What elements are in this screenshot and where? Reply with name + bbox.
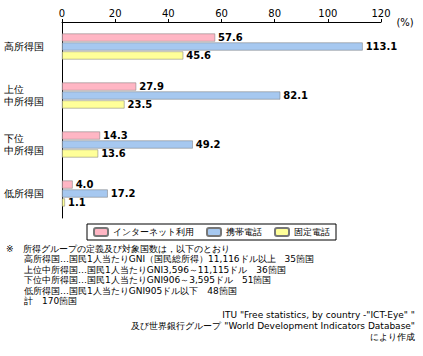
svg-text:82.1: 82.1 xyxy=(283,90,308,101)
svg-text:固定電話: 固定電話 xyxy=(294,227,330,237)
svg-text:携帯電話: 携帯電話 xyxy=(226,227,262,237)
svg-text:(%): (%) xyxy=(396,17,413,28)
svg-text:49.2: 49.2 xyxy=(196,139,221,150)
svg-text:100: 100 xyxy=(318,8,337,19)
svg-text:インターネット利用: インターネット利用 xyxy=(113,227,194,237)
svg-text:113.1: 113.1 xyxy=(366,41,398,52)
svg-text:27.9: 27.9 xyxy=(139,81,164,92)
svg-text:下位: 下位 xyxy=(4,133,24,144)
svg-text:ITU "Free statistics, by count: ITU "Free statistics, by country -"ICT-E… xyxy=(222,310,415,320)
svg-text:及び世界銀行グループ "World Development: 及び世界銀行グループ "World Development Indicators… xyxy=(131,321,415,331)
svg-text:120: 120 xyxy=(371,8,390,19)
svg-text:60: 60 xyxy=(215,8,228,19)
svg-text:高所得国: 高所得国 xyxy=(4,41,44,52)
svg-text:低所得国: 低所得国 xyxy=(4,188,44,199)
svg-text:上位中所得国…国民1人当たりGNI3,596～11,115ド: 上位中所得国…国民1人当たりGNI3,596～11,115ドル 36箇国 xyxy=(6,265,286,275)
svg-text:4.0: 4.0 xyxy=(76,179,94,190)
svg-text:1.1: 1.1 xyxy=(68,197,86,208)
svg-text:20: 20 xyxy=(109,8,122,19)
svg-text:57.6: 57.6 xyxy=(218,32,243,43)
svg-text:14.3: 14.3 xyxy=(103,130,128,141)
svg-text:中所得国: 中所得国 xyxy=(4,145,44,156)
svg-text:低所得国…国民1人当たりGNI905ドル以下 48箇国: 低所得国…国民1人当たりGNI905ドル以下 48箇国 xyxy=(6,286,237,296)
svg-text:※ 所得グループの定義及び対象国数は，以下のとおり: ※ 所得グループの定義及び対象国数は，以下のとおり xyxy=(6,244,230,254)
svg-text:0: 0 xyxy=(59,8,65,19)
svg-text:40: 40 xyxy=(162,8,175,19)
svg-text:中所得国: 中所得国 xyxy=(4,96,44,107)
svg-text:23.5: 23.5 xyxy=(127,99,152,110)
svg-text:45.6: 45.6 xyxy=(186,50,211,61)
svg-text:80: 80 xyxy=(268,8,281,19)
svg-text:下位中所得国…国民1人当たりGNI906～3,595ドル 5: 下位中所得国…国民1人当たりGNI906～3,595ドル 51箇国 xyxy=(6,275,271,285)
svg-text:高所得国…国民1人当たりGNI（国民総所得）11,116ドル: 高所得国…国民1人当たりGNI（国民総所得）11,116ドル以上 35箇国 xyxy=(6,254,314,264)
svg-text:17.2: 17.2 xyxy=(111,188,136,199)
svg-text:により作成: により作成 xyxy=(370,332,415,342)
svg-text:13.6: 13.6 xyxy=(101,148,126,159)
svg-text:計 170箇国: 計 170箇国 xyxy=(6,296,77,306)
svg-text:上位: 上位 xyxy=(4,84,24,95)
